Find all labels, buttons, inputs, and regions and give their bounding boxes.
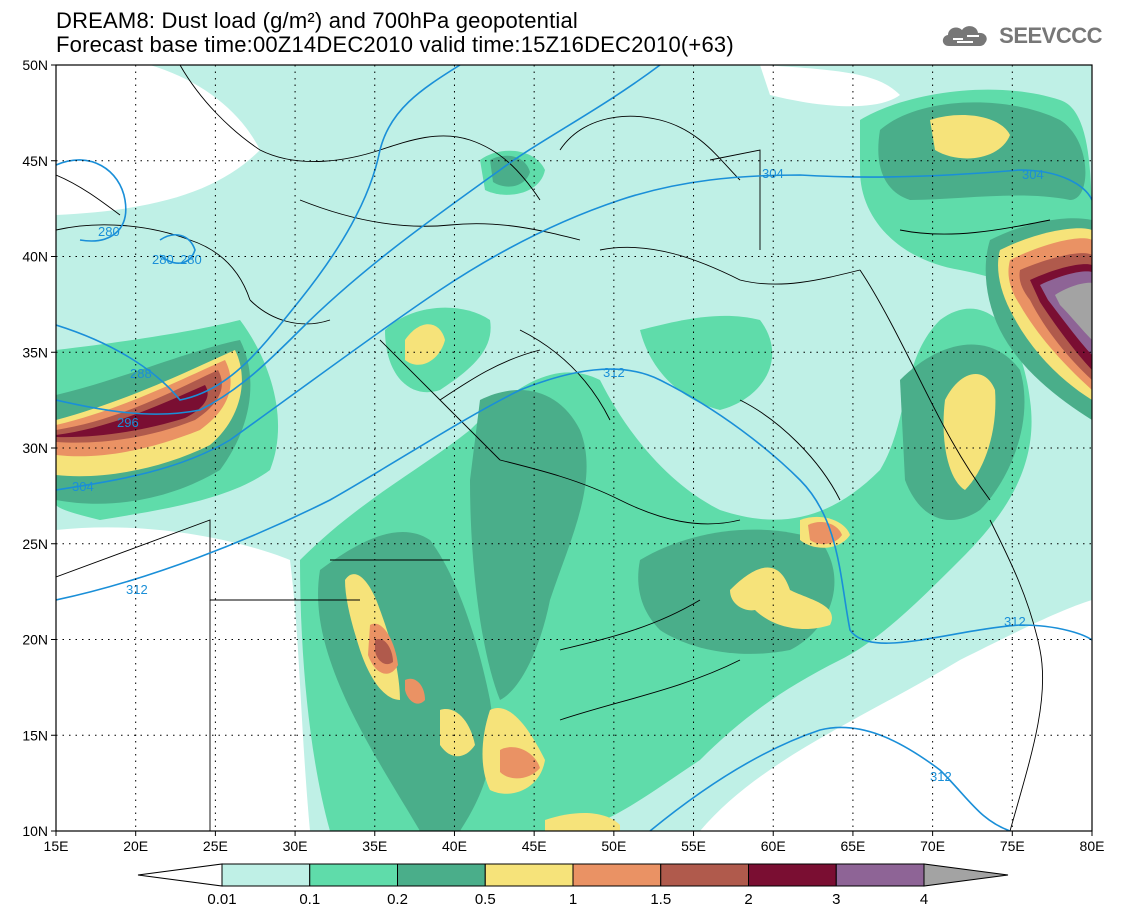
dust-level-02-caspian bbox=[490, 155, 530, 187]
colorbar-box bbox=[397, 863, 486, 887]
y-tick-label: 15N bbox=[22, 727, 48, 743]
y-tick-label: 50N bbox=[22, 57, 48, 73]
contour-label: 304 bbox=[1022, 167, 1044, 182]
dust-level-1-eritrea bbox=[405, 678, 425, 704]
x-tick-label: 40E bbox=[442, 838, 467, 854]
dust-level-1-yemen bbox=[500, 747, 540, 779]
colorbar-label: 1 bbox=[569, 891, 577, 908]
logo: SEEVCCC bbox=[939, 22, 1102, 50]
dust-level-05-thar bbox=[943, 373, 996, 490]
cloud-icon bbox=[943, 26, 987, 46]
x-tick-label: 50E bbox=[601, 838, 626, 854]
logo-text: SEEVCCC bbox=[999, 23, 1102, 48]
geopotential-contours bbox=[56, 65, 1092, 831]
contour-label: 296 bbox=[117, 415, 139, 430]
dust-level-05-balkhash bbox=[930, 115, 1010, 159]
dust-level-2-libya bbox=[56, 385, 208, 438]
colorbar-label: 3 bbox=[832, 891, 840, 908]
contour-label: 312 bbox=[930, 769, 952, 784]
y-tick-label: 30N bbox=[22, 440, 48, 456]
clear-area-india bbox=[700, 600, 1092, 831]
x-tick-label: 20E bbox=[123, 838, 148, 854]
dust-level-05-eritrea bbox=[440, 709, 475, 757]
plot-frame bbox=[55, 64, 1093, 832]
colorbar-box bbox=[572, 863, 662, 887]
dust-fields bbox=[56, 65, 1092, 831]
title-line-2: Forecast base time:00Z14DEC2010 valid ti… bbox=[56, 32, 734, 57]
contour-label: 304 bbox=[762, 166, 784, 181]
y-tick-label: 45N bbox=[22, 153, 48, 169]
y-tick-label: 10N bbox=[22, 823, 48, 839]
colorbar-label: 4 bbox=[920, 891, 928, 908]
colorbar-label: 0.01 bbox=[207, 891, 236, 908]
dust-level-05-oman bbox=[730, 567, 832, 630]
dust-level-15-sudan bbox=[375, 639, 393, 665]
clear-area-north bbox=[760, 65, 900, 107]
contour-label: 312 bbox=[126, 582, 148, 597]
contour-label: 288 bbox=[130, 366, 152, 381]
y-tick-label: 40N bbox=[22, 249, 48, 265]
contour-label: 280 bbox=[152, 252, 174, 267]
x-tick-label: 80E bbox=[1080, 838, 1105, 854]
colorbar-box bbox=[748, 863, 837, 887]
colorbar-label: 0.2 bbox=[387, 891, 408, 908]
colorbar-label: 1.5 bbox=[650, 891, 671, 908]
x-tick-label: 15E bbox=[44, 838, 69, 854]
contour-label: 280 bbox=[98, 224, 120, 239]
dust-level-05-somalia bbox=[545, 813, 620, 831]
dust-level-05-syria bbox=[405, 324, 445, 365]
colorbar: 0.01 0.1 0.2 0.5 1 1.5 2 3 4 bbox=[137, 863, 1009, 908]
y-tick-label: 25N bbox=[22, 536, 48, 552]
dust-level-01-iran bbox=[640, 315, 773, 410]
lat-lon-grid bbox=[51, 64, 1093, 836]
x-tick-label: 35E bbox=[362, 838, 387, 854]
dust-level-02-arabia bbox=[470, 390, 587, 700]
x-tick-label: 70E bbox=[920, 838, 945, 854]
colorbar-label: 2 bbox=[744, 891, 752, 908]
colorbar-box bbox=[660, 863, 749, 887]
colorbar-box bbox=[309, 863, 398, 887]
x-tick-label: 60E bbox=[761, 838, 786, 854]
title-line-1: DREAM8: Dust load (g/m²) and 700hPa geop… bbox=[56, 8, 578, 33]
dust-level-4-tarim bbox=[1055, 282, 1092, 340]
colorbar-label: 0.5 bbox=[475, 891, 496, 908]
y-tick-label: 20N bbox=[22, 632, 48, 648]
contour-label: 304 bbox=[72, 479, 94, 494]
clear-area-balkans bbox=[56, 65, 260, 215]
x-tick-label: 65E bbox=[840, 838, 865, 854]
x-tick-label: 55E bbox=[681, 838, 706, 854]
x-tick-label: 30E bbox=[283, 838, 308, 854]
contour-label: 312 bbox=[1004, 614, 1026, 629]
x-tick-label: 25E bbox=[203, 838, 228, 854]
colorbar-box bbox=[484, 863, 574, 887]
contour-label: 312 bbox=[603, 365, 625, 380]
x-tick-label: 75E bbox=[1000, 838, 1025, 854]
colorbar-box bbox=[221, 863, 311, 887]
country-borders bbox=[56, 65, 1051, 831]
x-tick-label: 45E bbox=[522, 838, 547, 854]
dust-level-15-libya bbox=[56, 370, 222, 443]
contour-labels: 280 280 280 288 296 304 304 304 312 312 … bbox=[72, 166, 1044, 784]
contour-label: 280 bbox=[180, 252, 202, 267]
y-tick-label: 35N bbox=[22, 344, 48, 360]
colorbar-label: 0.1 bbox=[299, 891, 320, 908]
colorbar-low-triangle bbox=[137, 863, 223, 887]
colorbar-box bbox=[835, 863, 925, 887]
colorbar-high-triangle bbox=[923, 863, 1009, 887]
axis-labels: 15E 20E 25E 30E 35E 40E 45E 50E 55E 60E 65E 70E 75E 8… bbox=[22, 57, 1104, 854]
clear-area-sahara bbox=[56, 527, 310, 831]
